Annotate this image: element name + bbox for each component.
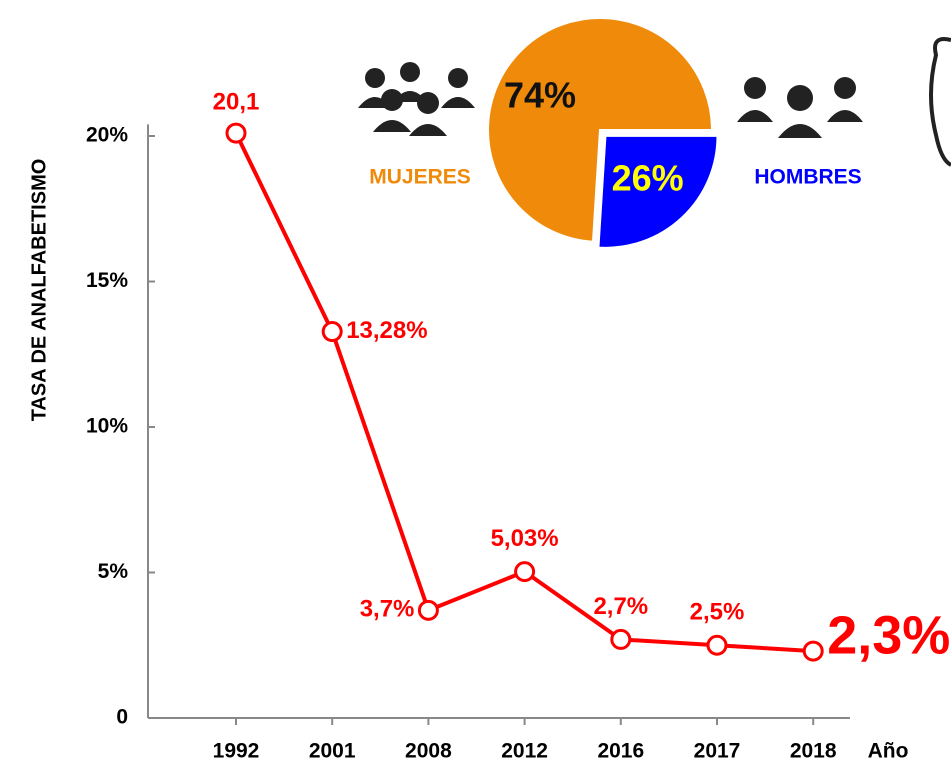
data-label: 2,7%: [593, 593, 648, 620]
y-tick-label: 0: [116, 706, 128, 729]
men-icon: [737, 77, 863, 138]
x-axis-label: Año: [868, 740, 909, 763]
partial-icon: [931, 39, 951, 165]
x-tick-label: 2018: [790, 740, 837, 763]
data-point: [516, 563, 534, 581]
legend-label: MUJERES: [369, 166, 471, 189]
chart: TASA DE ANALFABETISMO Año 0 5% 10% 15% 20% 19…: [0, 0, 951, 770]
data-point: [708, 636, 726, 654]
data-label: 5,03%: [491, 525, 559, 552]
x-tick-label: 2016: [597, 740, 644, 763]
slice-label: 74%: [504, 75, 576, 116]
data-label: 20,1: [213, 88, 260, 115]
y-tick-label: 20%: [86, 124, 128, 147]
data-point: [227, 124, 245, 142]
slice-label: 26%: [612, 157, 684, 198]
y-tick-label: 15%: [86, 269, 128, 292]
y-tick-label: 10%: [86, 415, 128, 438]
x-tick-label: 1992: [213, 740, 260, 763]
y-tick-label: 5%: [98, 560, 129, 583]
legend-label: HOMBRES: [754, 166, 861, 189]
data-label: 2,5%: [690, 599, 745, 626]
women-icon: [358, 62, 475, 136]
data-point: [804, 642, 822, 660]
data-point: [612, 630, 630, 648]
x-tick-label: 2008: [405, 740, 452, 763]
data-label: 2,3%: [827, 605, 950, 665]
x-tick-label: 2012: [501, 740, 548, 763]
data-point: [323, 323, 341, 341]
data-label: 13,28%: [346, 317, 427, 344]
x-tick-label: 2001: [309, 740, 356, 763]
data-point: [419, 601, 437, 619]
y-axis-label: TASA DE ANALFABETISMO: [28, 159, 50, 422]
x-tick-label: 2017: [694, 740, 741, 763]
data-label: 3,7%: [360, 596, 415, 623]
